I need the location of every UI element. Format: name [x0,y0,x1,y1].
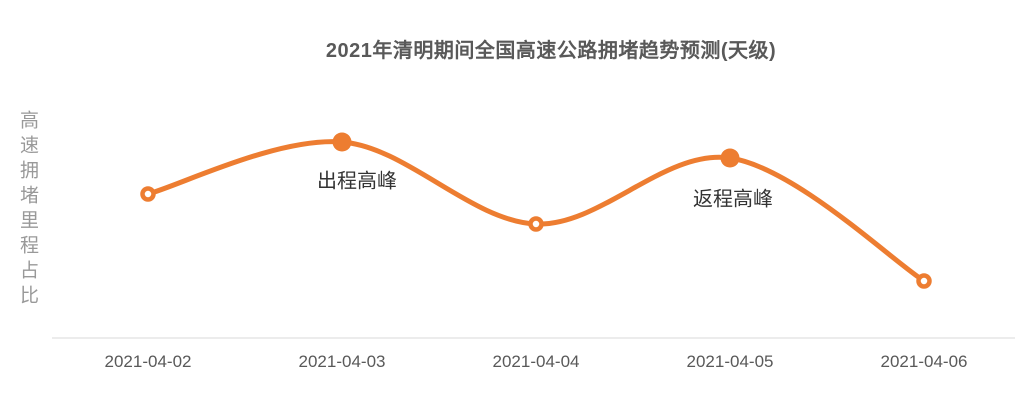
trend-line [145,139,927,284]
x-tick-label: 2021-04-04 [492,352,580,371]
x-tick-label: 2021-04-03 [298,352,386,371]
y-axis-label: 高速拥堵里程占比 [17,110,38,310]
data-points [140,132,932,289]
x-tick-label: 2021-04-02 [104,352,192,371]
data-point [916,273,932,289]
annotation-departure-peak: 出程高峰 [317,170,397,193]
x-tick-label: 2021-04-06 [880,352,968,371]
data-point [528,216,544,232]
x-axis-labels: 2021-04-02 2021-04-03 2021-04-04 2021-04-05… [0,352,1024,376]
chart-title: 2021年清明期间全国高速公路拥堵趋势预测(天级) [325,40,777,62]
annotation-return-peak: 返程高峰 [693,188,773,211]
data-point-peak [332,132,352,152]
x-tick-label: 2021-04-05 [686,352,774,371]
data-point-peak [720,148,740,168]
data-point [140,186,156,202]
